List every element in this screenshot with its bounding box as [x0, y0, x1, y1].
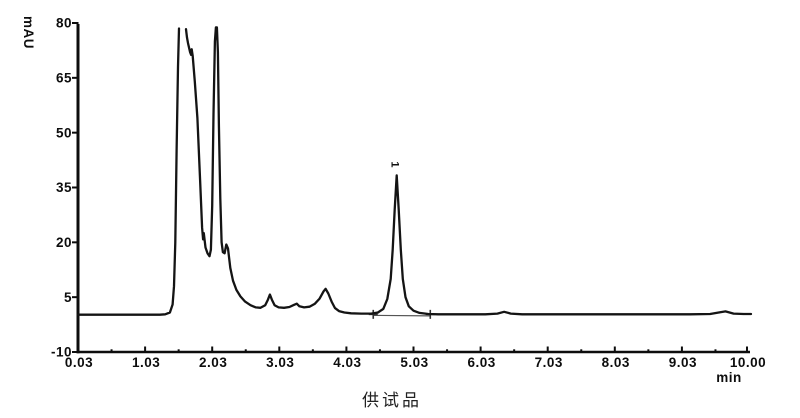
svg-text:35: 35 — [56, 180, 72, 195]
svg-text:8.03: 8.03 — [602, 355, 630, 370]
svg-text:5: 5 — [64, 290, 72, 305]
svg-text:10.00: 10.00 — [730, 355, 766, 370]
x-axis-ticks: 0.03 1.03 2.03 3.03 4.03 5.03 6.03 7.03 8.03 9.03… — [65, 346, 766, 370]
integration-baseline — [373, 314, 431, 317]
svg-text:6.03: 6.03 — [467, 355, 495, 370]
peak-number-label: 1 — [389, 161, 401, 167]
svg-text:50: 50 — [56, 125, 72, 140]
svg-text:20: 20 — [56, 235, 72, 250]
svg-text:80: 80 — [56, 16, 72, 31]
svg-text:3.03: 3.03 — [266, 355, 294, 370]
svg-text:-10: -10 — [51, 345, 72, 360]
chromatogram-trace — [76, 26, 753, 316]
svg-text:1.03: 1.03 — [132, 355, 160, 370]
svg-text:65: 65 — [56, 71, 72, 86]
svg-text:2.03: 2.03 — [199, 355, 227, 370]
svg-text:0.03: 0.03 — [65, 355, 93, 370]
svg-text:4.03: 4.03 — [333, 355, 361, 370]
y-axis-title: mAU — [21, 16, 36, 49]
sample-caption: 供试品 — [362, 391, 422, 411]
svg-text:9.03: 9.03 — [669, 355, 697, 370]
y-axis-ticks: 80 65 50 35 20 5 -10 — [51, 16, 79, 360]
x-axis-title: min — [716, 370, 742, 385]
svg-text:7.03: 7.03 — [535, 355, 563, 370]
svg-text:5.03: 5.03 — [400, 355, 428, 370]
